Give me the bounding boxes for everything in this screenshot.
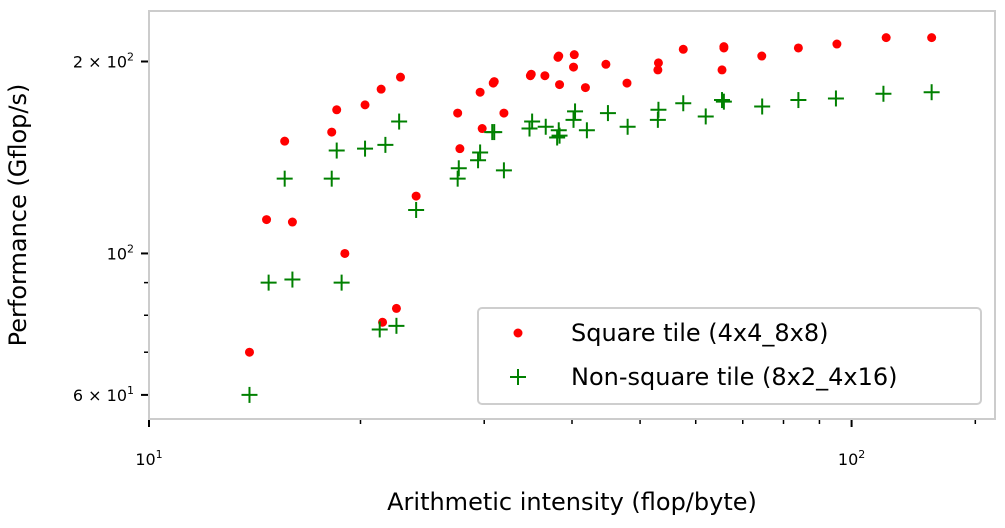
data-point-non-square-tile — [715, 93, 732, 110]
data-point-square-tile — [555, 80, 565, 90]
data-point-non-square-tile — [486, 124, 503, 141]
data-point-non-square-tile — [391, 113, 408, 130]
legend-label-square-tile: Square tile (4x4_8x8) — [571, 319, 828, 347]
data-point-non-square-tile — [333, 274, 350, 291]
data-point-non-square-tile — [551, 127, 568, 144]
data-point-non-square-tile — [521, 120, 538, 137]
data-point-non-square-tile — [260, 274, 277, 291]
data-point-non-square-tile — [388, 317, 405, 334]
data-point-non-square-tile — [408, 201, 425, 218]
data-point-non-square-tile — [495, 162, 512, 179]
data-point-non-square-tile — [328, 142, 345, 159]
data-point-non-square-tile — [650, 101, 667, 118]
data-point-square-tile — [477, 124, 487, 134]
data-point-square-tile — [262, 215, 272, 225]
data-point-square-tile — [580, 83, 590, 93]
legend-marker-non-square-tile — [510, 369, 526, 385]
y-tick-label: 2 × 102 — [73, 50, 134, 71]
y-axis-label: Performance (Gflop/s) — [4, 84, 32, 347]
y-tick-label: 6 × 101 — [73, 384, 134, 405]
data-point-square-tile — [453, 108, 463, 118]
x-axis-label: Arithmetic intensity (flop/byte) — [387, 488, 757, 516]
axis-ticks: 101 102 6 × 101 102 2 × 102 — [73, 50, 977, 469]
data-point-square-tile — [475, 87, 485, 97]
data-point-non-square-tile — [276, 170, 293, 187]
data-point-square-tile — [287, 217, 297, 227]
data-point-non-square-tile — [549, 129, 566, 146]
plot-frame — [148, 10, 996, 420]
data-point-non-square-tile — [472, 144, 489, 161]
data-point-non-square-tile — [449, 170, 466, 187]
data-point-non-square-tile — [470, 152, 487, 169]
data-point-non-square-tile — [284, 271, 301, 288]
data-point-square-tile — [793, 43, 803, 53]
data-point-square-tile — [489, 77, 499, 87]
x-tick-label: 101 — [135, 448, 162, 469]
data-point-square-tile — [678, 44, 688, 54]
data-point-non-square-tile — [714, 92, 731, 109]
data-point-square-tile — [391, 303, 401, 313]
data-point-non-square-tile — [524, 113, 541, 130]
legend: Square tile (4x4_8x8) Non-square tile (8… — [477, 307, 982, 405]
data-point-square-tile — [411, 191, 421, 201]
data-point-square-tile — [244, 347, 254, 357]
data-point-square-tile — [653, 65, 663, 75]
data-point-non-square-tile — [923, 84, 940, 101]
data-point-square-tile — [653, 58, 663, 68]
data-point-square-tile — [569, 50, 579, 60]
data-point-square-tile — [540, 71, 550, 81]
x-tick-label: 102 — [838, 448, 865, 469]
data-point-non-square-tile — [241, 386, 258, 403]
data-point-non-square-tile — [619, 118, 636, 135]
data-point-square-tile — [927, 33, 937, 43]
data-point-square-tile — [881, 33, 891, 43]
data-point-non-square-tile — [377, 136, 394, 153]
data-point-non-square-tile — [599, 105, 616, 122]
legend-label-non-square-tile: Non-square tile (8x2_4x16) — [571, 363, 898, 391]
data-point-square-tile — [601, 59, 611, 69]
data-point-non-square-tile — [537, 118, 554, 135]
data-point-non-square-tile — [323, 170, 340, 187]
data-point-square-tile — [360, 100, 370, 110]
data-point-square-tile — [395, 72, 405, 82]
data-point-square-tile — [340, 248, 350, 258]
data-point-non-square-tile — [371, 321, 388, 338]
data-point-non-square-tile — [675, 95, 692, 112]
data-point-square-tile — [499, 108, 509, 118]
data-point-non-square-tile — [565, 111, 582, 128]
legend-plus-mark — [510, 369, 526, 385]
legend-box — [477, 307, 982, 405]
data-point-square-tile — [622, 78, 632, 88]
data-point-non-square-tile — [827, 90, 844, 107]
data-point-square-tile — [526, 69, 536, 79]
data-point-square-tile — [757, 51, 767, 61]
data-point-non-square-tile — [450, 160, 467, 177]
data-point-non-square-tile — [754, 98, 771, 115]
data-point-square-tile — [376, 84, 386, 94]
plot-marks — [241, 33, 940, 403]
data-point-non-square-tile — [578, 122, 595, 139]
y-tick-label: 102 — [107, 242, 134, 263]
data-point-square-tile — [832, 39, 842, 49]
legend-marker-square-tile — [513, 328, 523, 338]
data-point-square-tile — [332, 105, 342, 115]
data-point-non-square-tile — [697, 108, 714, 125]
data-point-non-square-tile — [357, 140, 374, 157]
data-point-square-tile — [717, 65, 727, 75]
data-point-non-square-tile — [875, 85, 892, 102]
data-point-square-tile — [719, 43, 729, 53]
data-point-square-tile — [280, 136, 290, 146]
data-point-non-square-tile — [790, 92, 807, 109]
data-point-square-tile — [455, 144, 465, 154]
data-point-non-square-tile — [567, 103, 584, 120]
data-point-square-tile — [554, 51, 564, 61]
data-point-square-tile — [569, 62, 579, 72]
data-point-square-tile — [327, 127, 337, 137]
